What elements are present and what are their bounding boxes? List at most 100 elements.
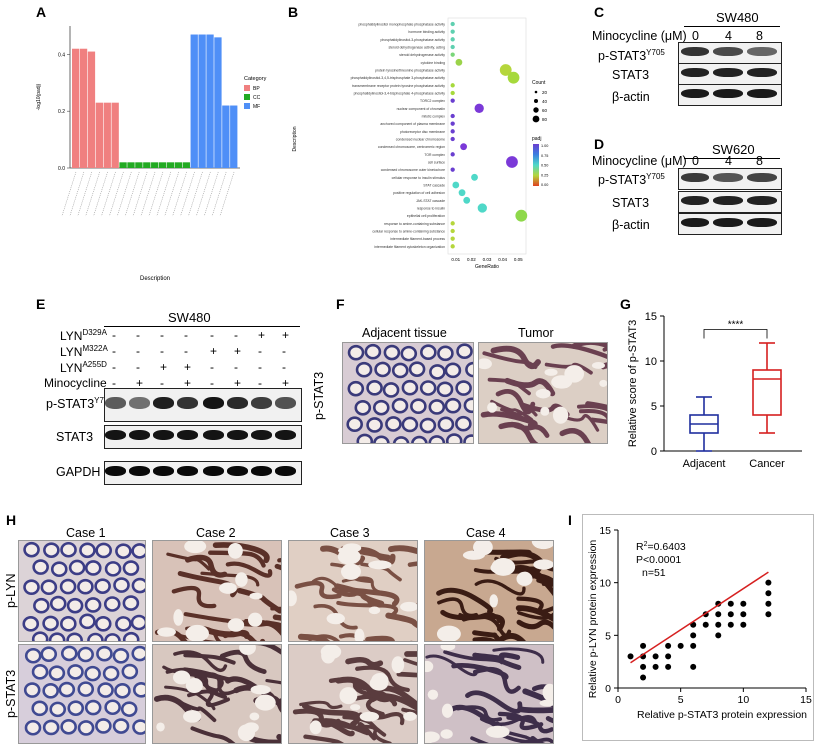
lumen — [391, 656, 405, 674]
tick-label-x — [116, 171, 132, 217]
tumor-structure — [312, 718, 355, 737]
tick-label-x: Adjacent — [683, 458, 726, 470]
tumor-structure — [194, 672, 239, 696]
lumen — [369, 676, 389, 691]
tumor-structure — [303, 734, 345, 743]
lumen — [157, 627, 176, 637]
gland — [66, 632, 83, 641]
tumor-structure — [355, 665, 410, 693]
tumor-structure — [436, 587, 494, 614]
tumor-structure — [516, 619, 553, 630]
bar — [103, 102, 111, 168]
panel-c-dose-0: 0 — [692, 29, 699, 43]
tick-label-x — [101, 171, 116, 217]
panel-c-dose-2: 8 — [756, 29, 763, 43]
significance-bracket — [703, 329, 768, 339]
panel-h-row-label: p-LYN — [4, 573, 18, 608]
gland — [391, 362, 409, 379]
dot — [450, 221, 455, 226]
bar — [72, 48, 80, 168]
gland — [31, 631, 49, 641]
gland — [31, 664, 49, 680]
blot-band — [713, 89, 743, 98]
legend-label: CC — [253, 95, 261, 101]
legend-label: MF — [253, 104, 260, 110]
lumen — [427, 689, 439, 700]
tick-label-x: 0.05 — [514, 257, 523, 262]
dot — [507, 71, 520, 84]
legend-label: 20 — [542, 90, 548, 95]
gland — [131, 645, 145, 662]
regression-line — [630, 571, 769, 664]
gland — [346, 416, 363, 433]
lumen — [320, 645, 342, 660]
blot-band — [713, 68, 743, 77]
blot-band — [747, 68, 777, 77]
bar — [127, 162, 135, 168]
blot-band — [153, 397, 174, 409]
gland — [401, 379, 419, 396]
tumor-structure — [474, 579, 526, 596]
tumor-structure — [173, 650, 228, 673]
data-point — [715, 621, 722, 628]
tumor-structure — [299, 700, 343, 710]
gland — [401, 416, 419, 433]
bar — [111, 102, 119, 168]
gland — [84, 560, 102, 576]
case-4-p-lyn-image — [424, 540, 554, 642]
gland — [40, 579, 58, 595]
gland — [43, 542, 60, 558]
condition-sign: + — [234, 376, 242, 390]
condition-sign: - — [210, 376, 214, 390]
gland — [104, 561, 122, 577]
bar — [174, 162, 183, 168]
tick-label-y: 15 — [599, 525, 611, 537]
tumor-structure — [497, 711, 544, 731]
blot-band — [105, 397, 126, 409]
tumor-structure — [212, 542, 270, 564]
tumor-tissue-image — [478, 342, 608, 444]
tumor-structure — [355, 683, 398, 707]
blot-band — [681, 68, 709, 77]
panel-d-row-label: STAT3 — [612, 196, 650, 210]
bar — [190, 34, 198, 168]
tumor-structure — [531, 684, 553, 692]
tumor-structure — [240, 645, 281, 655]
tick-label-x — [148, 171, 164, 217]
term-label: phosphatidylinositol-3,4,5-trisphosphate… — [351, 76, 446, 80]
lumen — [156, 722, 165, 732]
blot-band — [203, 430, 224, 440]
gland — [132, 719, 145, 735]
gland — [84, 597, 102, 613]
gland — [42, 615, 59, 632]
box — [752, 369, 782, 416]
dot — [474, 103, 484, 113]
gland — [400, 345, 418, 362]
legend-label: 40 — [542, 99, 548, 104]
dot — [450, 90, 455, 96]
tumor-structure — [351, 724, 392, 743]
term-label: condensed chromosome, centromeric region — [378, 145, 445, 149]
panel-e-condition-label: LYNA255D — [60, 360, 107, 375]
term-label: intermediate filament-based process — [390, 237, 445, 241]
gland — [49, 701, 67, 718]
data-point — [640, 642, 647, 649]
condition-sign: - — [136, 360, 140, 374]
panel-label-d: D — [594, 136, 605, 152]
lumen — [551, 375, 573, 389]
case-1-p-lyn-image — [18, 540, 146, 642]
panel-c-row-label: p-STAT3Y705 — [598, 48, 665, 64]
gland — [23, 682, 41, 698]
blot-band — [177, 397, 198, 409]
legend-gradient — [533, 144, 539, 186]
gland — [49, 595, 67, 612]
case-2-p-stat3-image — [152, 644, 282, 744]
condition-sign: - — [184, 344, 188, 358]
lumen — [535, 388, 551, 399]
tumor-structure — [187, 689, 230, 708]
blot-band — [227, 466, 248, 476]
condition-sign: - — [282, 360, 286, 374]
gland — [436, 381, 454, 398]
data-point — [765, 600, 772, 607]
lumen — [552, 406, 569, 424]
